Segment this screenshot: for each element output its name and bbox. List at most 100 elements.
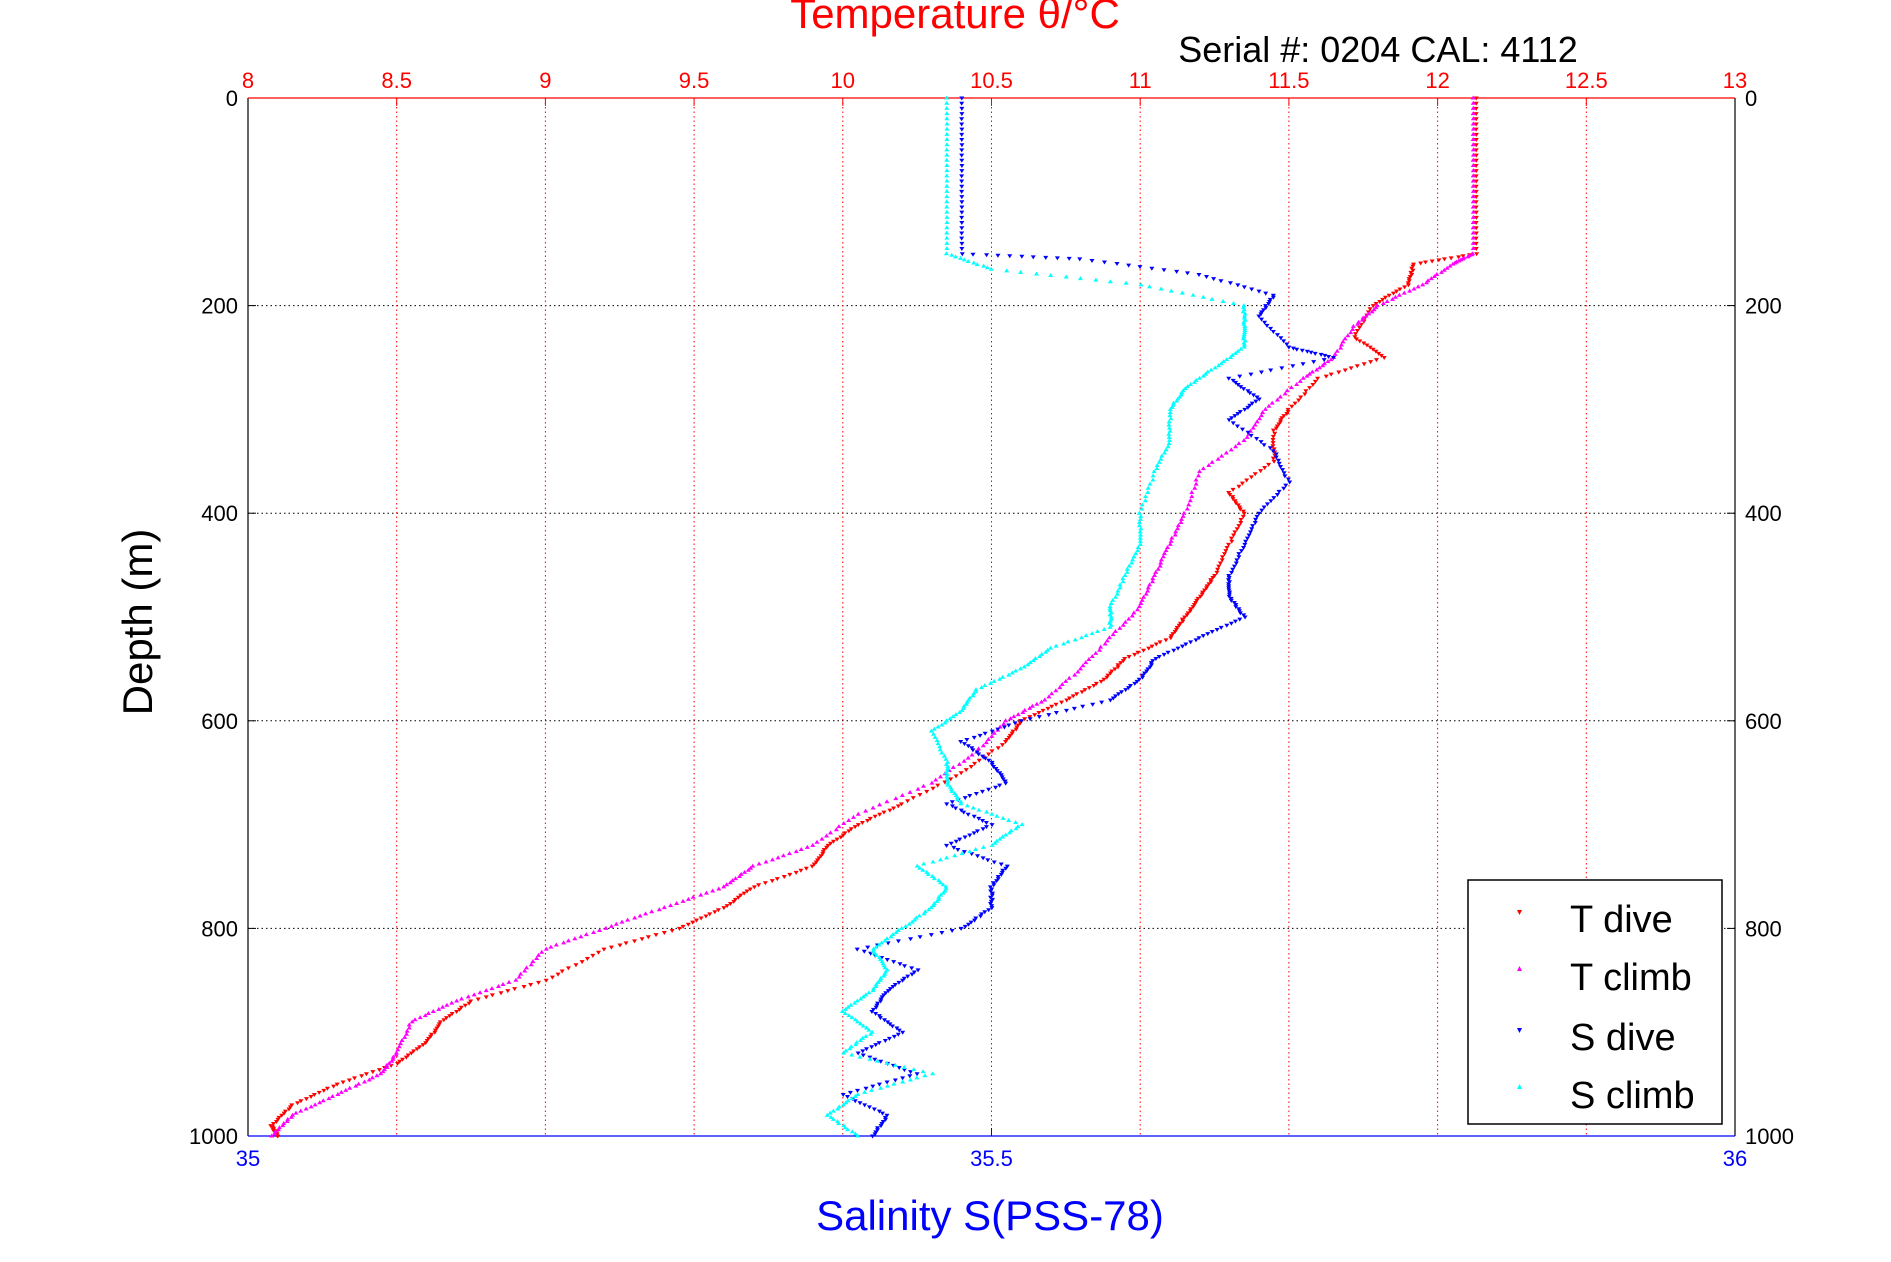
data-point (731, 899, 737, 904)
data-point (1473, 195, 1479, 200)
data-point (1066, 675, 1072, 680)
data-point (1409, 266, 1415, 271)
data-point (1104, 675, 1110, 680)
data-point (854, 947, 860, 952)
data-point (1271, 459, 1277, 464)
data-point (1185, 611, 1191, 616)
data-point (1371, 307, 1377, 312)
data-point (994, 813, 1000, 818)
data-point (756, 883, 762, 888)
data-point (828, 841, 834, 846)
data-point (870, 1084, 876, 1089)
data-point (303, 1106, 309, 1111)
data-point (944, 126, 950, 131)
data-point (828, 830, 834, 835)
data-point (1226, 586, 1232, 591)
data-point (1241, 342, 1247, 347)
data-point (1470, 126, 1476, 131)
data-point (1182, 615, 1188, 620)
data-point (1460, 254, 1466, 259)
data-point (1193, 638, 1199, 643)
data-point (811, 862, 817, 867)
data-point (1357, 339, 1363, 344)
data-point (839, 1008, 845, 1013)
data-point (1242, 615, 1248, 620)
data-point (1116, 692, 1122, 697)
data-point (959, 179, 965, 184)
data-point (1107, 606, 1113, 611)
data-point (440, 1004, 446, 1009)
data-point (1226, 578, 1232, 583)
data-point (565, 966, 571, 971)
data-point (1004, 864, 1010, 869)
data-point (539, 949, 545, 954)
data-point (845, 1095, 851, 1100)
data-point (1162, 450, 1168, 455)
legend-entry-t-climb: T climb (1517, 957, 1692, 999)
data-point (944, 137, 950, 142)
data-point (320, 1098, 326, 1103)
data-point (1429, 259, 1435, 264)
data-point (1033, 656, 1039, 661)
data-point (1119, 690, 1125, 695)
data-point (280, 1123, 286, 1128)
data-point (1019, 254, 1025, 259)
data-point (821, 848, 827, 853)
data-point (846, 1013, 852, 1018)
data-point (1077, 276, 1083, 281)
data-point (961, 758, 967, 763)
data-point (1049, 691, 1055, 696)
data-point (961, 850, 967, 855)
data-point (1232, 499, 1238, 504)
data-point (608, 923, 614, 928)
data-point (932, 734, 938, 739)
data-point (959, 184, 965, 189)
data-point (275, 1117, 281, 1122)
depth-tick-label-left: 0 (226, 86, 238, 111)
data-point (968, 764, 974, 769)
data-point (860, 1023, 866, 1028)
data-point (980, 844, 986, 849)
data-point (989, 842, 995, 847)
data-point (1470, 142, 1476, 147)
data-point (1283, 483, 1289, 488)
data-point (1000, 777, 1006, 782)
data-point (857, 1054, 863, 1059)
data-point (1249, 401, 1255, 406)
data-point (836, 1121, 842, 1126)
data-point (1236, 484, 1242, 489)
data-point (578, 934, 584, 939)
data-point (1247, 403, 1253, 408)
data-point (1200, 590, 1206, 595)
data-point (1180, 619, 1186, 624)
data-point (959, 205, 965, 210)
data-point (288, 1114, 294, 1119)
data-point (944, 802, 950, 807)
data-point (489, 993, 495, 998)
data-point (1227, 355, 1233, 359)
data-point (976, 752, 982, 757)
data-point (653, 933, 659, 938)
legend: T dive T climb S dive S climb (1467, 879, 1723, 1125)
data-point (843, 1048, 849, 1053)
data-point (1470, 137, 1476, 142)
data-point (1216, 363, 1222, 368)
data-point (973, 687, 979, 692)
data-point (1134, 679, 1140, 684)
data-point (1300, 362, 1306, 367)
data-point (1243, 539, 1249, 544)
data-point (1428, 276, 1434, 281)
data-point (324, 1086, 330, 1091)
data-point (888, 934, 894, 939)
data-point (505, 989, 511, 994)
data-point (1006, 817, 1012, 822)
data-point (1178, 520, 1184, 525)
data-point (1190, 605, 1196, 610)
data-point (958, 771, 964, 776)
data-point (1275, 397, 1281, 402)
data-point (1447, 263, 1453, 268)
data-point (893, 930, 899, 935)
data-point (901, 1068, 907, 1073)
data-point (393, 1052, 399, 1057)
data-point (698, 916, 704, 921)
